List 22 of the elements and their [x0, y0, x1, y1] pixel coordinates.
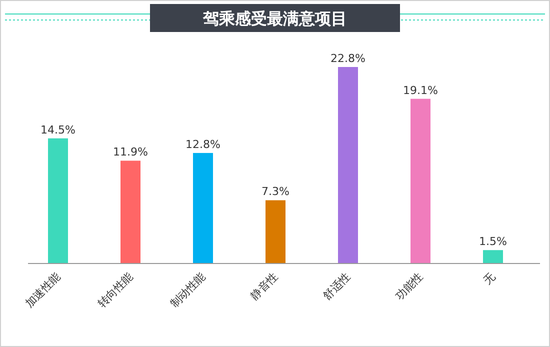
- data-label: 19.1%: [403, 84, 438, 97]
- bar: [120, 160, 140, 263]
- bar: [193, 152, 213, 263]
- x-tick-label: 静音性: [248, 270, 281, 302]
- x-tick-label: 加速性能: [22, 270, 64, 310]
- bar: [48, 138, 68, 263]
- bar: [410, 98, 430, 263]
- x-tick-label: 舒适性: [320, 270, 354, 302]
- data-label: 11.9%: [113, 146, 148, 159]
- x-tick-label: 制动性能: [168, 270, 208, 310]
- x-tick-label: 功能性: [393, 270, 426, 302]
- data-label: 1.5%: [479, 235, 507, 248]
- chart-title: 驾乘感受最满意项目: [202, 9, 347, 28]
- data-label: 7.3%: [262, 185, 290, 198]
- bar: [483, 250, 503, 263]
- bar: [338, 67, 358, 263]
- x-tick-label: 无: [481, 270, 498, 287]
- data-label: 22.8%: [330, 52, 366, 65]
- x-tick-label: 转向性能: [95, 270, 136, 310]
- bar: [266, 200, 286, 263]
- data-label: 12.8%: [186, 138, 220, 151]
- data-label: 14.5%: [40, 123, 76, 136]
